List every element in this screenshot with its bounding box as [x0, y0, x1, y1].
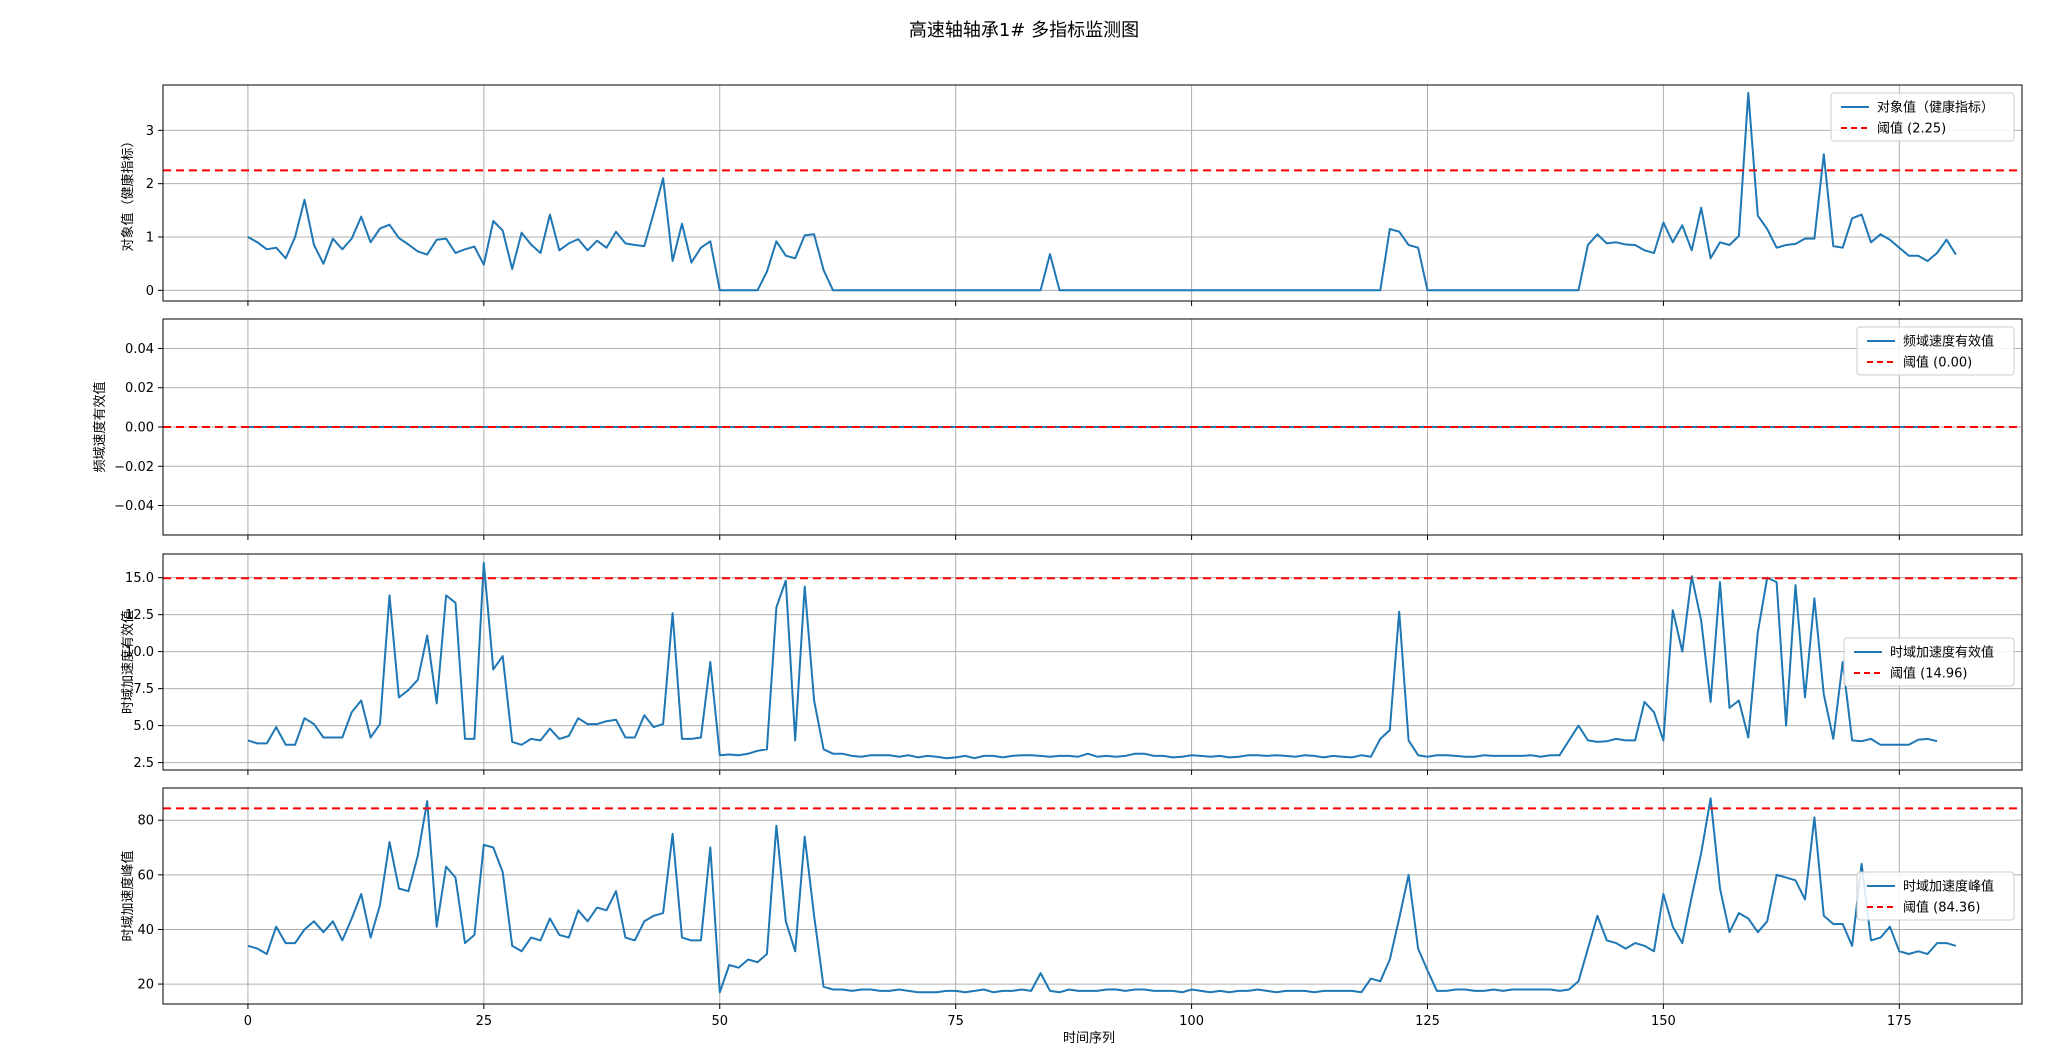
series-line — [247, 561, 1938, 760]
y-tick-label: 0 — [146, 284, 154, 299]
y-tick-label: 80 — [137, 814, 154, 829]
axes-frame — [162, 84, 2023, 302]
legend-threshold-label: 阈值 (0.00) — [1903, 355, 1972, 371]
y-tick-label: 40 — [137, 923, 154, 938]
y-axis-label: 频域速度有效值 — [92, 381, 108, 472]
x-tick-label: 50 — [711, 1014, 728, 1029]
y-tick-label: 5.0 — [133, 719, 154, 734]
x-tick-label: 125 — [1415, 1014, 1440, 1029]
y-tick-label: 15.0 — [125, 571, 154, 586]
x-axis-label: 时间序列 — [1063, 1031, 1115, 1046]
x-tick-label: 0 — [244, 1014, 252, 1029]
legend-threshold-label: 阈值 (2.25) — [1877, 121, 1946, 137]
y-tick-label: 10.0 — [125, 645, 154, 660]
y-tick-label: 20 — [137, 978, 154, 993]
y-tick-label: 7.5 — [133, 682, 154, 697]
axes-frame — [162, 787, 2023, 1005]
legend: 对象值（健康指标） 阈值 (2.25) — [1830, 92, 2015, 142]
y-tick-label: 2 — [146, 177, 154, 192]
y-tick-label: 0.04 — [125, 342, 154, 357]
y-tick-label: −0.02 — [114, 460, 154, 475]
y-tick-label: 0.00 — [125, 421, 154, 436]
y-axis-label: 时域加速度有效值 — [120, 610, 136, 714]
subplots: 0 1 2 3 对象值（健康指标） 对象值（健康指标） 阈值 (2.25) −0.04 −0.0… — [92, 84, 2023, 1029]
series-line — [247, 92, 1957, 292]
y-tick-label: 2.5 — [133, 756, 154, 771]
axes-frame — [162, 553, 2023, 771]
figure-title: 高速轴轴承1# 多指标监测图 — [909, 20, 1139, 41]
legend-series-label: 对象值（健康指标） — [1877, 100, 1994, 116]
legend-series-label: 频域速度有效值 — [1903, 334, 1994, 350]
x-tick-label: 150 — [1651, 1014, 1676, 1029]
series-line — [247, 797, 1957, 994]
y-tick-label: 3 — [146, 124, 154, 139]
x-tick-label: 175 — [1887, 1014, 1912, 1029]
y-tick-label: 12.5 — [125, 608, 154, 623]
x-tick-label: 100 — [1179, 1014, 1204, 1029]
y-axis-label: 时域加速度峰值 — [120, 850, 136, 941]
legend-series-label: 时域加速度有效值 — [1890, 645, 1994, 661]
legend-threshold-label: 阈值 (14.96) — [1890, 666, 1968, 682]
y-tick-label: 0.02 — [125, 381, 154, 396]
legend-threshold-label: 阈值 (84.36) — [1903, 900, 1981, 916]
subplot-1: 0 1 2 3 对象值（健康指标） 对象值（健康指标） 阈值 (2.25) — [120, 84, 2023, 306]
legend-box — [1856, 326, 2015, 376]
x-tick-label: 25 — [476, 1014, 493, 1029]
y-axis-label: 对象值（健康指标） — [120, 134, 136, 251]
y-tick-label: −0.04 — [114, 499, 154, 514]
legend-box — [1843, 637, 2015, 687]
y-tick-label: 60 — [137, 868, 154, 883]
x-tick-label: 75 — [947, 1014, 964, 1029]
y-tick-label: 1 — [146, 231, 154, 246]
legend-box — [1856, 871, 2015, 921]
legend-box — [1830, 92, 2015, 142]
legend-series-label: 时域加速度峰值 — [1903, 879, 1994, 895]
